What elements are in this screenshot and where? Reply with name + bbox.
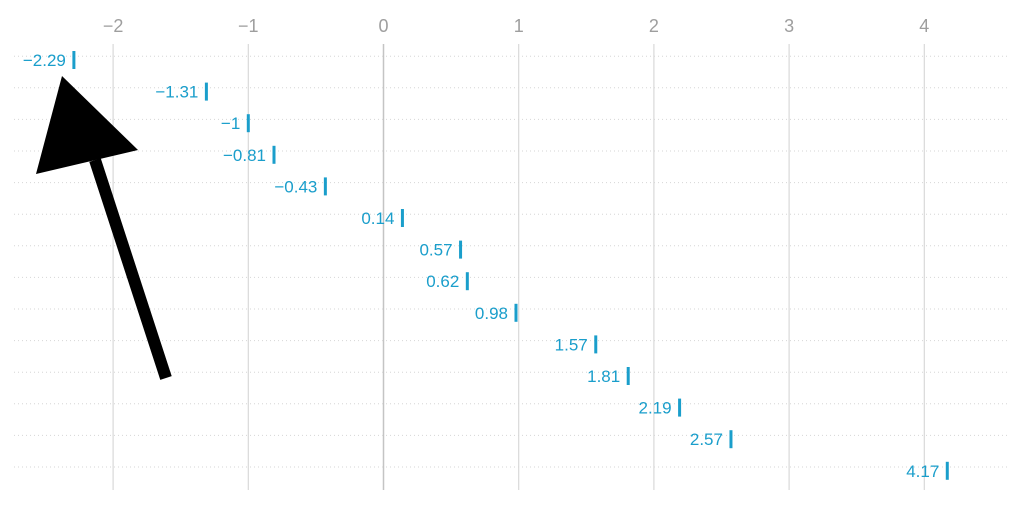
data-label: 0.14	[361, 209, 394, 228]
arrow-head-icon	[36, 76, 138, 174]
data-marks: −2.29 −1.31 −1 −0.81 −0.43 0.14 0.57 0.62 0.98 1.…	[23, 51, 949, 481]
x-tick-label: −2	[103, 16, 124, 36]
data-label: 0.98	[475, 304, 508, 323]
x-axis: −2 −1 0 1 2 3 4	[103, 16, 929, 36]
data-label: −1	[221, 114, 240, 133]
data-label: 1.57	[555, 335, 588, 354]
grid-layer	[14, 44, 1010, 490]
data-label: 0.57	[419, 241, 452, 260]
x-tick-label: 3	[784, 16, 794, 36]
x-tick-label: 4	[919, 16, 929, 36]
data-label: 2.57	[690, 430, 723, 449]
annotation-layer	[36, 76, 172, 380]
x-tick-label: 2	[649, 16, 659, 36]
data-label: 0.62	[426, 272, 459, 291]
x-tick-label: 1	[514, 16, 524, 36]
data-label: −2.29	[23, 51, 66, 70]
data-label: 2.19	[638, 399, 671, 418]
x-tick-label: −1	[238, 16, 259, 36]
data-label: 1.81	[587, 367, 620, 386]
data-label: −0.43	[274, 177, 317, 196]
arrow-shaft	[89, 158, 172, 380]
x-tick-label: 0	[378, 16, 388, 36]
data-label: −0.81	[223, 146, 266, 165]
data-label: −1.31	[155, 83, 198, 102]
data-label: 4.17	[906, 462, 939, 481]
